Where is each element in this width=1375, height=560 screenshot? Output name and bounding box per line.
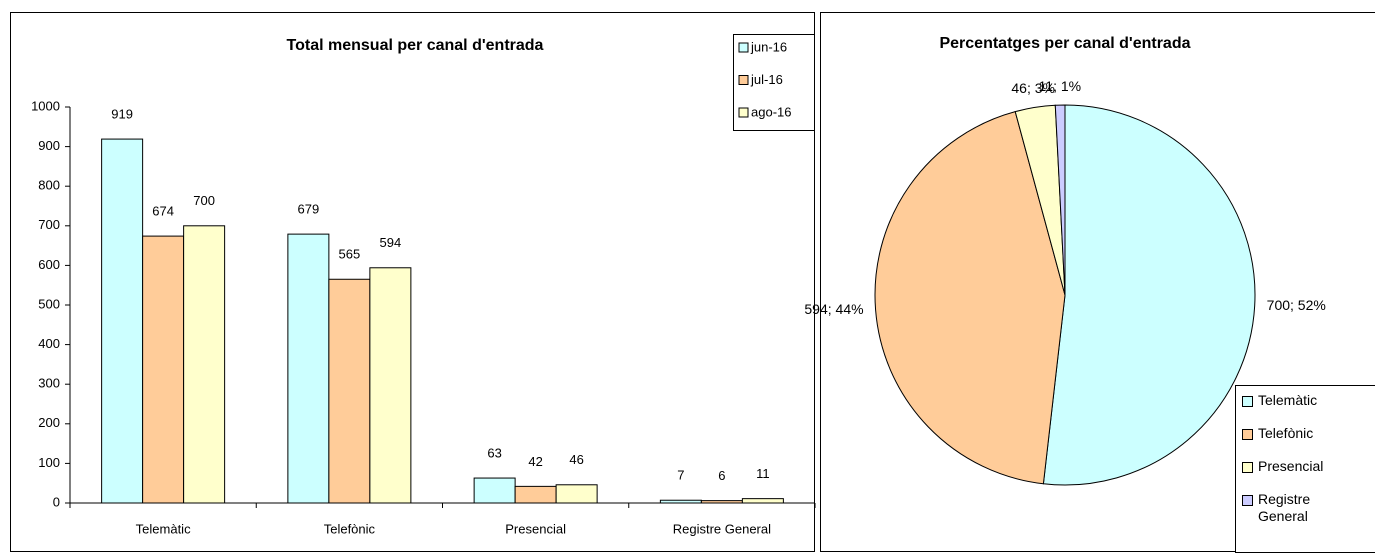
bar <box>183 225 226 504</box>
data-label: 565 <box>339 247 361 262</box>
y-tick-label: 700 <box>38 217 60 232</box>
bar <box>369 267 412 504</box>
pie-legend-box <box>1235 385 1375 553</box>
pie-slice <box>874 111 1066 485</box>
data-label: 11; 1% <box>1039 78 1082 94</box>
pie-legend: Telemàtic Telefònic Presencial Registre Gen… <box>1236 386 1375 541</box>
y-tick-label: 0 <box>53 494 60 509</box>
data-label: 679 <box>298 202 320 217</box>
legend-swatch <box>738 107 749 118</box>
bar <box>328 278 371 504</box>
bar <box>555 484 598 504</box>
data-label: 700 <box>193 193 215 208</box>
legend-label: Telefònic <box>1258 425 1314 441</box>
y-tick-label: 900 <box>38 138 60 153</box>
chart-title: Total mensual per canal d'entrada <box>287 37 544 54</box>
data-label: 7 <box>677 468 684 483</box>
legend-item: Telemàtic <box>1242 392 1375 409</box>
y-tick-label: 800 <box>38 178 60 193</box>
y-tick-label: 400 <box>38 336 60 351</box>
legend-swatch <box>1242 396 1253 407</box>
legend-swatch <box>738 75 749 85</box>
data-label: 42 <box>528 454 542 469</box>
y-tick-label: 1000 <box>31 98 60 113</box>
bar <box>101 138 144 504</box>
bar <box>142 235 185 504</box>
data-label: 700; 52% <box>1267 297 1326 313</box>
bar <box>473 477 516 504</box>
y-tick-label: 600 <box>38 257 60 272</box>
pie-slice <box>1042 104 1256 486</box>
data-label: 11 <box>756 466 770 481</box>
bar <box>659 499 702 504</box>
x-tick-label: Telefònic <box>324 521 376 536</box>
legend-label: Registre General <box>1258 491 1311 524</box>
data-label: 594 <box>380 235 402 250</box>
legend-swatch <box>1242 429 1253 440</box>
legend-swatch <box>1242 495 1253 506</box>
x-tick-label: Registre General <box>673 521 771 536</box>
legend-item: Registre General <box>1242 491 1375 525</box>
data-label: 919 <box>111 107 133 122</box>
x-tick-label: Presencial <box>505 521 566 536</box>
chart-title: Percentatges per canal d'entrada <box>939 35 1190 52</box>
pie-slice <box>1054 104 1066 296</box>
y-tick-label: 200 <box>38 415 60 430</box>
bar <box>741 498 784 504</box>
y-tick-label: 100 <box>38 455 60 470</box>
data-label: 594; 44% <box>804 301 863 317</box>
data-label: 63 <box>487 445 501 460</box>
bar <box>514 485 557 504</box>
y-tick-label: 500 <box>38 296 60 311</box>
bar <box>700 500 743 504</box>
legend-label: Presencial <box>1258 458 1324 474</box>
data-label: 46; 3% <box>1011 80 1055 96</box>
legend-label: Telemàtic <box>1258 392 1318 408</box>
legend-label: jul-16 <box>750 72 783 87</box>
x-tick-label: Telemàtic <box>136 521 191 536</box>
legend-swatch <box>1242 462 1253 473</box>
bar <box>287 233 330 504</box>
legend-swatch <box>738 42 749 53</box>
y-tick-label: 300 <box>38 376 60 391</box>
data-label: 46 <box>569 452 583 467</box>
data-label: 674 <box>152 204 174 219</box>
legend-item: Telefònic <box>1242 425 1375 442</box>
legend-label: jun-16 <box>750 39 787 54</box>
data-label: 6 <box>718 468 725 483</box>
legend-item: Presencial <box>1242 458 1375 475</box>
legend-label: ago-16 <box>751 104 791 119</box>
